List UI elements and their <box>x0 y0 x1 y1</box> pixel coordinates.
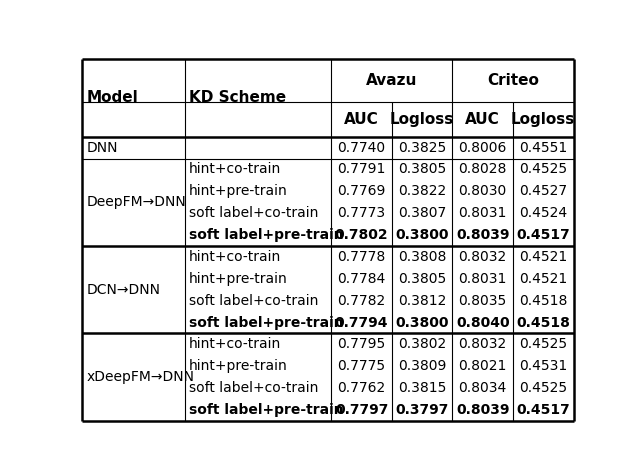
Text: 0.7797: 0.7797 <box>335 403 388 417</box>
Text: 0.8032: 0.8032 <box>459 337 507 352</box>
Text: hint+pre-train: hint+pre-train <box>189 272 288 286</box>
Text: 0.8028: 0.8028 <box>458 162 507 177</box>
Text: xDeepFM→DNN: xDeepFM→DNN <box>86 370 195 384</box>
Text: 0.4525: 0.4525 <box>519 381 567 395</box>
Text: 0.8035: 0.8035 <box>459 294 507 308</box>
Text: KD Scheme: KD Scheme <box>189 90 286 105</box>
Text: 0.4518: 0.4518 <box>519 294 568 308</box>
Text: soft label+pre-train: soft label+pre-train <box>189 228 344 242</box>
Text: 0.8031: 0.8031 <box>458 272 507 286</box>
Text: 0.8039: 0.8039 <box>456 403 509 417</box>
Text: 0.8032: 0.8032 <box>459 250 507 264</box>
Text: 0.4525: 0.4525 <box>519 337 567 352</box>
Text: 0.4517: 0.4517 <box>516 228 570 242</box>
Text: 0.4525: 0.4525 <box>519 162 567 177</box>
Text: Logloss: Logloss <box>511 112 575 127</box>
Text: 0.3807: 0.3807 <box>398 206 446 220</box>
Text: 0.7740: 0.7740 <box>337 141 386 154</box>
Text: 0.7769: 0.7769 <box>337 184 386 199</box>
Text: 0.8030: 0.8030 <box>459 184 507 199</box>
Text: 0.3797: 0.3797 <box>396 403 449 417</box>
Text: soft label+pre-train: soft label+pre-train <box>189 315 344 330</box>
Text: soft label+co-train: soft label+co-train <box>189 381 319 395</box>
Text: 0.3800: 0.3800 <box>396 228 449 242</box>
Text: hint+co-train: hint+co-train <box>189 337 282 352</box>
Text: 0.8021: 0.8021 <box>458 359 507 373</box>
Text: 0.3809: 0.3809 <box>398 359 446 373</box>
Text: 0.7795: 0.7795 <box>337 337 386 352</box>
Text: 0.7782: 0.7782 <box>337 294 386 308</box>
Text: 0.4521: 0.4521 <box>519 272 568 286</box>
Text: soft label+co-train: soft label+co-train <box>189 206 319 220</box>
Text: 0.7778: 0.7778 <box>337 250 386 264</box>
Text: 0.7762: 0.7762 <box>337 381 386 395</box>
Text: 0.8034: 0.8034 <box>459 381 507 395</box>
Text: 0.8006: 0.8006 <box>458 141 507 154</box>
Text: 0.7802: 0.7802 <box>335 228 388 242</box>
Text: hint+co-train: hint+co-train <box>189 250 282 264</box>
Text: DNN: DNN <box>86 141 118 154</box>
Text: 0.3815: 0.3815 <box>398 381 446 395</box>
Text: hint+pre-train: hint+pre-train <box>189 184 288 199</box>
Text: 0.7775: 0.7775 <box>337 359 386 373</box>
Text: 0.4527: 0.4527 <box>519 184 567 199</box>
Text: 0.3805: 0.3805 <box>398 162 446 177</box>
Text: 0.7791: 0.7791 <box>337 162 386 177</box>
Text: 0.4518: 0.4518 <box>516 315 570 330</box>
Text: 0.3812: 0.3812 <box>398 294 446 308</box>
Text: 0.8039: 0.8039 <box>456 228 509 242</box>
Text: 0.3808: 0.3808 <box>398 250 446 264</box>
Text: DCN→DNN: DCN→DNN <box>86 283 161 297</box>
Text: 0.8040: 0.8040 <box>456 315 509 330</box>
Text: 0.3800: 0.3800 <box>396 315 449 330</box>
Text: 0.4521: 0.4521 <box>519 250 568 264</box>
Text: 0.4517: 0.4517 <box>516 403 570 417</box>
Text: 0.7784: 0.7784 <box>337 272 386 286</box>
Text: Criteo: Criteo <box>487 73 539 88</box>
Text: soft label+pre-train: soft label+pre-train <box>189 403 344 417</box>
Text: 0.4524: 0.4524 <box>519 206 567 220</box>
Text: hint+pre-train: hint+pre-train <box>189 359 288 373</box>
Text: AUC: AUC <box>465 112 500 127</box>
Text: 0.3825: 0.3825 <box>398 141 446 154</box>
Text: Avazu: Avazu <box>366 73 417 88</box>
Text: 0.8031: 0.8031 <box>458 206 507 220</box>
Text: 0.7794: 0.7794 <box>335 315 388 330</box>
Text: 0.4531: 0.4531 <box>519 359 568 373</box>
Text: hint+co-train: hint+co-train <box>189 162 282 177</box>
Text: DeepFM→DNN: DeepFM→DNN <box>86 195 186 209</box>
Text: 0.3822: 0.3822 <box>398 184 446 199</box>
Text: 0.7773: 0.7773 <box>337 206 386 220</box>
Text: Model: Model <box>86 90 138 105</box>
Text: 0.3802: 0.3802 <box>398 337 446 352</box>
Text: 0.3805: 0.3805 <box>398 272 446 286</box>
Text: AUC: AUC <box>344 112 379 127</box>
Text: Logloss: Logloss <box>390 112 454 127</box>
Text: 0.4551: 0.4551 <box>519 141 568 154</box>
Text: soft label+co-train: soft label+co-train <box>189 294 319 308</box>
